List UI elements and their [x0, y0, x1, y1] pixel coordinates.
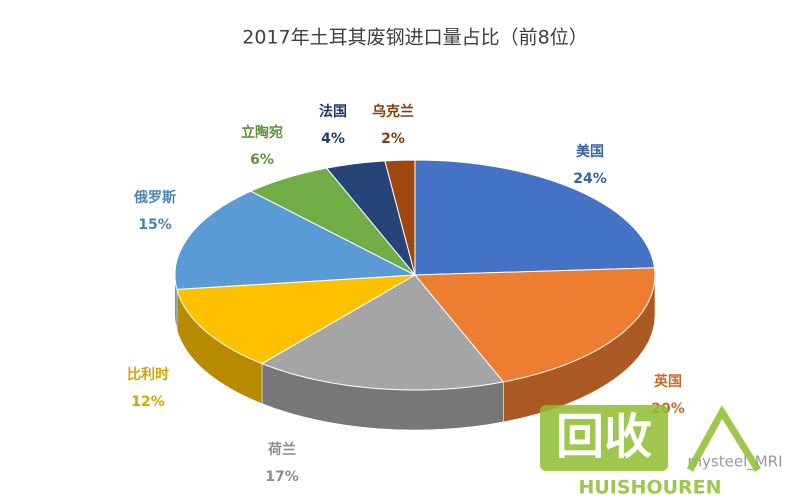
slice [413, 267, 656, 383]
data-label-value: 15% [138, 217, 172, 233]
data-label-name: 荷兰 [267, 441, 296, 458]
data-label-value: 2% [381, 131, 405, 147]
watermark-text: HUISHOUREN [578, 477, 721, 499]
data-label-value: 24% [573, 171, 607, 187]
data-label-name: 英国 [653, 373, 682, 390]
data-label-value: 12% [131, 394, 165, 410]
data-label-name: 美国 [576, 143, 604, 160]
slice [384, 159, 416, 276]
data-label-name: 法国 [319, 103, 347, 120]
data-label-value: 17% [265, 469, 299, 485]
data-label-value: 6% [250, 152, 274, 168]
chart-title: 2017年土耳其废钢进口量占比（前8位） [242, 27, 587, 49]
slice [260, 274, 505, 391]
data-label-name: 比利时 [127, 366, 169, 383]
data-label-name: 立陶宛 [241, 124, 283, 141]
watermark-logo: 回收 [556, 409, 652, 465]
data-label-value: 4% [321, 131, 345, 147]
slice [414, 159, 656, 276]
slice [174, 190, 417, 290]
watermark: 回收 HUISHOUREN [540, 405, 761, 499]
watermark-icon [686, 405, 761, 472]
pie: 美国24%英国20%荷兰17%比利时12%俄罗斯15%立陶宛6%法国4%乌克兰2… [127, 103, 685, 485]
watermark-box [540, 405, 668, 471]
data-label-name: 俄罗斯 [133, 189, 176, 206]
data-label-name: 乌克兰 [372, 103, 414, 120]
slice [176, 274, 416, 365]
